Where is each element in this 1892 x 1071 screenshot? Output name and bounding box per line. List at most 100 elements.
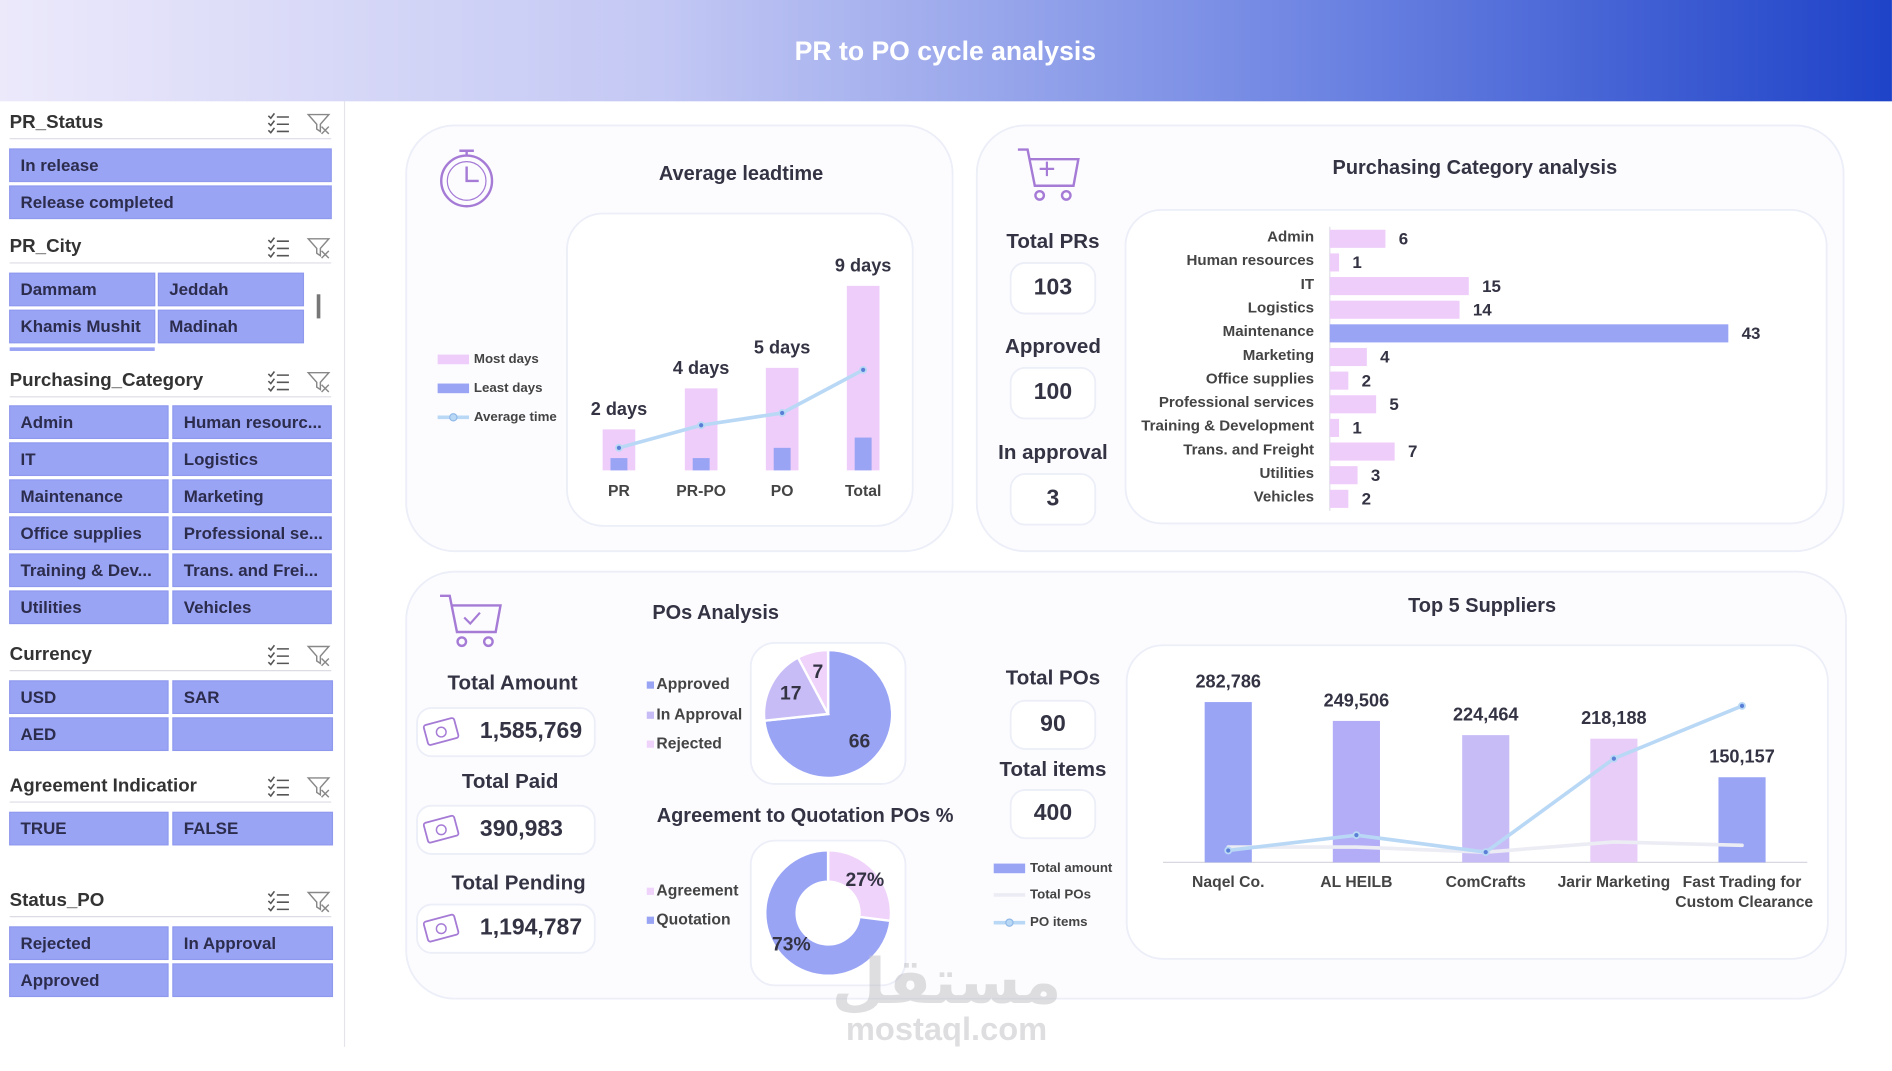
slicer-item[interactable]: [9, 590, 169, 625]
clear-filter-icon[interactable]: [306, 645, 331, 667]
slicer-item-label[interactable]: SAR: [184, 688, 220, 707]
slicer-item[interactable]: [9, 811, 169, 846]
slicer-item-label[interactable]: Trans. and Frei...: [184, 561, 318, 580]
x-tick-label: ComCrafts: [1446, 874, 1527, 891]
data-label: 14: [1473, 300, 1492, 319]
slicer-item-label[interactable]: IT: [21, 450, 37, 469]
legend-label: Rejected: [656, 735, 721, 752]
slicer-item-label[interactable]: FALSE: [184, 819, 239, 838]
slicer-item[interactable]: [172, 516, 332, 551]
slicer-item[interactable]: [9, 553, 169, 588]
cart-icon: [1034, 189, 1046, 201]
slicer-item-label[interactable]: Rejected: [21, 934, 92, 953]
slicer-item-label[interactable]: Approved: [21, 971, 100, 990]
bar: [1329, 371, 1349, 390]
slicer-item[interactable]: [157, 272, 305, 307]
slicer-item-label[interactable]: Jeddah: [169, 280, 228, 299]
slicer-item[interactable]: [9, 272, 156, 307]
slicer-item[interactable]: [9, 926, 169, 961]
clear-filter-icon[interactable]: [306, 777, 331, 798]
y-tick-label: Logistics: [1248, 300, 1314, 317]
bar: [1329, 442, 1395, 461]
slicer-item-label[interactable]: In release: [21, 156, 99, 175]
slicer-item-label[interactable]: Admin: [21, 413, 74, 432]
bar: [1329, 347, 1367, 367]
slicer-item[interactable]: [157, 309, 305, 344]
legend-swatch: [646, 740, 655, 748]
data-label: 282,786: [1195, 672, 1261, 692]
slicer-item-label[interactable]: In Approval: [184, 934, 276, 953]
kpi-box: [416, 707, 596, 758]
multi-select-icon[interactable]: [267, 776, 289, 798]
multi-select-icon[interactable]: [267, 371, 289, 392]
slicer-empty-item[interactable]: [172, 963, 334, 998]
slicer-item[interactable]: [9, 479, 169, 514]
slicer-item-label[interactable]: Human resourc...: [184, 413, 322, 432]
slicer-item-label[interactable]: Madinah: [169, 317, 238, 336]
clear-filter-icon[interactable]: [306, 113, 331, 135]
slicer-item-label[interactable]: Khamis Mushit: [21, 317, 142, 336]
bar: [1329, 277, 1469, 296]
slicer-item-label[interactable]: Release completed: [21, 193, 174, 212]
kpi-label: Approved: [1005, 335, 1101, 358]
multi-select-icon[interactable]: [267, 644, 289, 666]
kpi-box: [1009, 262, 1097, 315]
slicer-item[interactable]: [9, 680, 169, 715]
x-tick-label: PR: [608, 483, 630, 500]
legend-swatch: [437, 354, 470, 365]
slicer-item-label[interactable]: TRUE: [21, 819, 67, 838]
bar: [854, 437, 872, 471]
slicer-item[interactable]: [9, 717, 169, 752]
multi-select-icon[interactable]: [267, 890, 289, 912]
slicer-item[interactable]: [172, 590, 332, 625]
x-tick-label: AL HEILB: [1320, 874, 1392, 891]
slicer-item-label[interactable]: Training & Dev...: [21, 561, 152, 580]
bar: [1718, 777, 1766, 863]
kpi-label: Total Paid: [462, 770, 559, 793]
slicer-item[interactable]: [172, 442, 332, 477]
legend-label: Most days: [474, 351, 539, 366]
slicer-item-label[interactable]: USD: [21, 688, 57, 707]
multi-select-icon[interactable]: [267, 237, 289, 259]
y-tick-label: Human resources: [1187, 252, 1315, 269]
clear-filter-icon[interactable]: [306, 891, 331, 913]
slicer-item-label[interactable]: Professional se...: [184, 524, 323, 543]
slicer-item-label[interactable]: Vehicles: [184, 598, 252, 617]
legend-label: PO items: [1030, 914, 1088, 929]
slicer-item[interactable]: [172, 680, 334, 715]
legend-label: Quotation: [656, 911, 730, 928]
slicer-item[interactable]: [9, 185, 332, 220]
line-marker: [1609, 754, 1618, 763]
slicer-item[interactable]: [9, 516, 169, 551]
data-label: 27%: [846, 870, 885, 891]
slicer-item[interactable]: [172, 926, 334, 961]
slicer-item[interactable]: [9, 405, 169, 440]
multi-select-icon[interactable]: [267, 112, 289, 134]
clear-filter-icon[interactable]: [306, 238, 331, 259]
kpi-value: 90: [1040, 710, 1066, 736]
slicer-item-label[interactable]: Dammam: [21, 280, 97, 299]
clear-filter-icon[interactable]: [306, 371, 331, 393]
slicer-item[interactable]: [172, 479, 332, 514]
slicer-item-label[interactable]: Marketing: [184, 487, 264, 506]
slicer-item[interactable]: [9, 442, 169, 477]
slicer-item-label[interactable]: Logistics: [184, 450, 258, 469]
slicer-item[interactable]: [172, 811, 334, 846]
clock-icon: [446, 161, 487, 201]
slicer-empty-item[interactable]: [172, 717, 334, 752]
slicer-item[interactable]: [9, 148, 332, 183]
slicer-item-peek: [9, 347, 155, 351]
slicer-item-label[interactable]: Utilities: [21, 598, 82, 617]
slicer-item[interactable]: [172, 553, 332, 588]
bar: [773, 447, 791, 471]
slicer-item[interactable]: [9, 309, 156, 344]
x-tick-label: Naqel Co.: [1192, 874, 1264, 891]
slicer-item[interactable]: [172, 405, 332, 440]
legend-swatch: [437, 383, 470, 394]
slicer-item[interactable]: [9, 963, 169, 998]
legend-swatch: [646, 916, 655, 924]
data-label: 43: [1742, 324, 1761, 343]
slicer-item-label[interactable]: Maintenance: [21, 487, 123, 506]
slicer-item-label[interactable]: AED: [21, 725, 57, 744]
slicer-item-label[interactable]: Office supplies: [21, 524, 142, 543]
